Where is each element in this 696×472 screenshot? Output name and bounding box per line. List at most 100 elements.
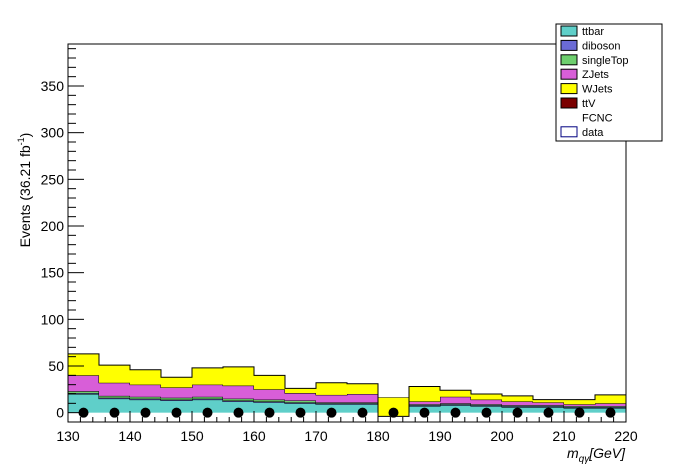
- y-tick-label-6: 300: [41, 125, 65, 141]
- data-point-4: [202, 407, 213, 418]
- y-tick-label-0: 0: [56, 405, 64, 421]
- bar-WJets-14: [502, 395, 533, 402]
- legend-label-ttV: ttV: [582, 98, 596, 110]
- legend-swatch-singleTop: [560, 54, 578, 66]
- y-tick-label-7: 350: [41, 78, 65, 94]
- legend-label-singleTop: singleTop: [582, 55, 628, 67]
- legend-swatch-WJets: [560, 83, 578, 95]
- bar-WJets-13: [471, 394, 502, 400]
- x-tick-label-2: 150: [180, 428, 204, 444]
- x-axis-title-sub: qγ: [579, 454, 591, 465]
- bar-WJets-11: [409, 386, 440, 402]
- y-axis: 0 50 100 150 200 250 300 350: [41, 48, 84, 423]
- bar-ZJets-11: [409, 401, 440, 405]
- data-point-9: [357, 407, 368, 418]
- bar-singleTop-4: [192, 396, 223, 399]
- legend-swatch-ttV: [560, 97, 578, 109]
- bar-WJets-17: [595, 394, 626, 404]
- legend-label-FCNC: FCNC: [582, 112, 613, 124]
- x-axis-title: mqγ[GeV]: [567, 445, 626, 465]
- bar-singleTop-1: [99, 395, 130, 398]
- bar-WJets-6: [254, 375, 285, 390]
- data-point-3: [171, 407, 182, 418]
- data-points: [78, 407, 616, 418]
- bar-singleTop-3: [161, 397, 192, 400]
- bar-WJets-5: [223, 366, 254, 386]
- x-tick-label-5: 180: [366, 428, 390, 444]
- x-tick-label-6: 190: [428, 428, 452, 444]
- data-point-15: [543, 407, 554, 418]
- plot-frame: [67, 43, 627, 423]
- bar-singleTop-2: [130, 396, 161, 399]
- bar-WJets-15: [533, 399, 564, 403]
- bar-ttbar-2: [130, 399, 161, 413]
- bar-ZJets-9: [347, 394, 378, 403]
- bar-singleTop-7: [285, 400, 316, 403]
- bar-ttbar-3: [161, 400, 192, 413]
- legend-label-data: data: [582, 127, 604, 139]
- y-tick-label-1: 50: [48, 358, 64, 374]
- bar-WJets-12: [440, 390, 471, 397]
- stack-outline-WJets: [68, 353, 626, 417]
- x-tick-label-8: 210: [552, 428, 576, 444]
- data-point-13: [481, 407, 492, 418]
- legend-label-diboson: diboson: [582, 40, 621, 52]
- bar-WJets-3: [161, 377, 192, 388]
- x-tick-label-3: 160: [242, 428, 266, 444]
- bar-ZJets-5: [223, 385, 254, 399]
- bar-ZJets-1: [99, 382, 130, 396]
- bar-ZJets-6: [254, 389, 285, 400]
- bar-WJets-16: [564, 399, 595, 405]
- bar-WJets-4: [192, 367, 223, 385]
- legend-swatch-diboson: [560, 39, 578, 51]
- data-point-1: [109, 407, 120, 418]
- x-tick-label-9: 220: [614, 428, 638, 444]
- legend-swatch-data: [560, 126, 578, 138]
- y-tick-label-5: 250: [41, 171, 65, 187]
- bar-ZJets-4: [192, 384, 223, 397]
- legend-label-WJets: WJets: [582, 84, 613, 96]
- data-point-17: [605, 407, 616, 418]
- bar-ttbar-4: [192, 399, 223, 413]
- bar-ZJets-12: [440, 396, 471, 404]
- bar-WJets-2: [130, 369, 161, 385]
- bar-singleTop-6: [254, 399, 285, 402]
- bar-WJets-8: [316, 382, 347, 395]
- bar-WJets-7: [285, 388, 316, 394]
- bar-ZJets-8: [316, 394, 347, 403]
- legend: ttbar diboson singleTop ZJets WJets ttV FCNC da…: [555, 23, 663, 142]
- y-axis-title-sup: -1: [16, 137, 26, 145]
- y-tick-label-4: 200: [41, 218, 65, 234]
- bar-ZJets-14: [502, 401, 533, 406]
- x-tick-label-1: 140: [118, 428, 142, 444]
- x-tick-label-0: 130: [56, 428, 80, 444]
- data-point-8: [326, 407, 337, 418]
- legend-swatch-ttbar: [560, 25, 578, 37]
- bar-ZJets-0: [68, 375, 99, 392]
- bar-singleTop-5: [223, 398, 254, 401]
- x-tick-label-7: 200: [490, 428, 514, 444]
- bar-ttbar-1: [99, 398, 130, 413]
- bar-WJets-0: [68, 353, 99, 376]
- y-tick-label-3: 150: [41, 265, 65, 281]
- legend-label-ZJets: ZJets: [582, 69, 609, 81]
- bar-ttbar-0: [68, 394, 99, 413]
- y-tick-label-2: 100: [41, 311, 65, 327]
- data-point-6: [264, 407, 275, 418]
- bar-singleTop-0: [68, 391, 99, 394]
- data-point-5: [233, 407, 244, 418]
- data-point-7: [295, 407, 306, 418]
- plot-area: [68, 44, 626, 422]
- data-point-16: [574, 407, 585, 418]
- bar-WJets-9: [347, 383, 378, 394]
- y-axis-title: Events (36.21 fb-1): [16, 133, 33, 248]
- bar-WJets-10: [378, 397, 409, 417]
- bar-ttbar-5: [223, 401, 254, 413]
- legend-swatch-ZJets: [560, 68, 578, 80]
- bar-ZJets-2: [130, 384, 161, 397]
- data-point-2: [140, 407, 151, 418]
- bar-ttbar-6: [254, 402, 285, 413]
- x-tick-label-4: 170: [304, 428, 328, 444]
- bar-WJets-1: [99, 365, 130, 383]
